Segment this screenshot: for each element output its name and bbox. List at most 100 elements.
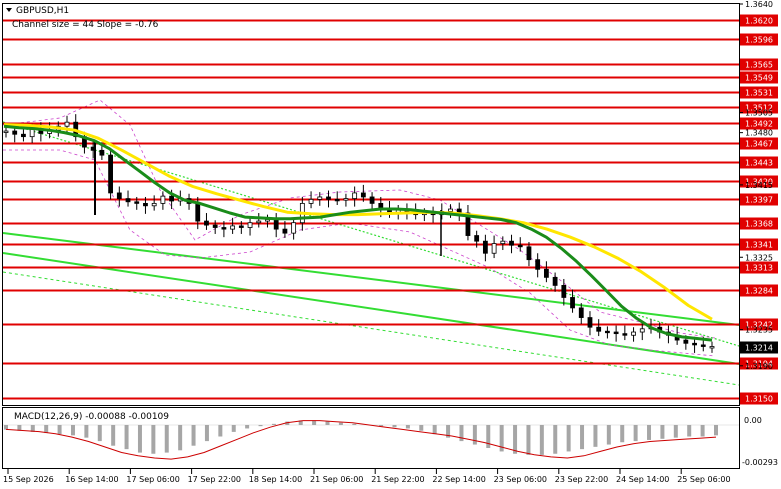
candle-body <box>116 192 122 199</box>
channel-line-0 <box>2 232 740 326</box>
symbol-label: GBPUSD,H1 <box>16 6 69 16</box>
x-tick-label: 17 Sep 22:00 <box>188 475 241 484</box>
slow-moving-average <box>3 123 713 321</box>
candle-body <box>526 246 532 261</box>
x-tick-label: 17 Sep 06:00 <box>126 475 179 484</box>
candle-body <box>169 195 175 202</box>
candle-body <box>151 202 157 207</box>
candle-body <box>448 208 453 212</box>
macd-panel <box>3 420 739 460</box>
candle-body <box>221 227 227 230</box>
level-tag-label: 1.3313 <box>745 264 773 273</box>
candle-body <box>160 195 166 204</box>
y-tick-label: 1.3505 <box>745 109 773 118</box>
macd-label: MACD(12,26,9) -0.00088 -0.00109 <box>14 412 169 422</box>
candle-body <box>108 154 113 194</box>
level-tag-label: 1.3549 <box>745 74 773 83</box>
candle-body <box>622 333 628 336</box>
x-tick-label: 18 Sep 14:00 <box>249 475 302 484</box>
level-tag-label: 1.3620 <box>745 17 773 26</box>
x-tick-label: 25 Sep 06:00 <box>677 475 730 484</box>
level-tag-label: 1.3492 <box>745 120 773 129</box>
candle-body <box>204 220 209 226</box>
candle-body <box>596 326 602 332</box>
candle-body <box>465 212 471 236</box>
candle-body <box>125 198 131 203</box>
candle-body <box>517 244 523 248</box>
level-tag <box>740 101 778 114</box>
x-tick-label: 22 Sep 14:00 <box>432 475 485 484</box>
level-lines: 1.3620 1.3596 1.3565 1.3549 1.3531 1.3512 1.34… <box>3 14 778 405</box>
macd-panel-frame <box>2 407 740 469</box>
candle-body <box>230 225 236 230</box>
level-tag-label: 1.3512 <box>745 104 773 113</box>
level-tag <box>740 71 778 84</box>
candle-body <box>543 268 549 278</box>
candle-body <box>474 235 480 242</box>
candle-body <box>360 192 366 198</box>
candle-body <box>291 222 297 234</box>
y-tick-label: 1.3415 <box>745 181 773 190</box>
y-tick-label: 1.3480 <box>745 129 773 138</box>
candle-body <box>212 224 218 228</box>
level-tag <box>740 318 778 331</box>
candle-body <box>587 317 593 328</box>
x-tick-label: 24 Sep 14:00 <box>616 475 669 484</box>
main-panel-frame <box>2 3 740 406</box>
current-price-label: 1.3214 <box>745 344 773 353</box>
candle-body <box>195 202 201 222</box>
candle-body <box>613 331 619 335</box>
candle-body <box>491 243 497 254</box>
level-tag-label: 1.3341 <box>745 241 773 250</box>
y-tick-label: 1.3235 <box>745 326 773 335</box>
candle-body <box>482 240 488 254</box>
channel-info: Channel size = 44 Slope = -0.76 <box>12 20 159 30</box>
x-tick-label: 21 Sep 22:00 <box>371 475 424 484</box>
price-axis: 1.3640 1.3505 1.3480 1.3415 1.3325 1.3235 1.31… <box>739 0 773 371</box>
x-tick-label: 21 Sep 06:00 <box>310 475 363 484</box>
envelope-lower <box>3 149 716 357</box>
y-tick-label: 1.3325 <box>745 253 773 262</box>
candle-body <box>578 307 584 318</box>
candle-body <box>334 198 340 202</box>
candle-body <box>317 196 323 200</box>
candle-body <box>552 276 558 286</box>
envelope-upper <box>2 99 716 339</box>
candle-body <box>273 219 279 230</box>
level-tag <box>740 14 778 27</box>
candle-body <box>605 330 610 334</box>
candle-body <box>343 198 349 201</box>
macd-axis-min: -0.00293 <box>742 458 778 467</box>
level-tag-label: 1.3531 <box>745 89 773 98</box>
candle-body <box>700 344 706 347</box>
macd-signal-line <box>5 420 717 460</box>
level-tag <box>740 86 778 99</box>
level-tag <box>740 117 778 130</box>
level-tag <box>740 261 778 274</box>
time-axis: 15 Sep 2026 16 Sep 14:00 17 Sep 06:00 17 Se… <box>3 469 731 484</box>
candle-body <box>500 240 506 244</box>
level-tag-label: 1.3420 <box>745 178 773 187</box>
candle-body <box>509 240 514 246</box>
moving-averages <box>3 123 713 342</box>
candle-body <box>570 297 575 309</box>
candle-body <box>352 192 358 199</box>
level-tag-label: 1.3284 <box>745 287 773 296</box>
candle-body <box>64 121 70 127</box>
envelope-bands <box>2 99 716 357</box>
level-tag <box>740 175 778 188</box>
level-tag-label: 1.3565 <box>745 61 773 70</box>
candle-body <box>535 259 541 270</box>
level-tag-label: 1.3368 <box>745 220 773 229</box>
candle-body <box>3 130 9 133</box>
candle-body <box>692 342 697 346</box>
channel-line-2 <box>2 271 740 386</box>
y-tick-label: 1.3190 <box>745 362 773 371</box>
candle-body <box>369 196 375 204</box>
macd-axis-zero: 0.00 <box>744 416 762 425</box>
level-tag-label: 1.3397 <box>745 196 773 205</box>
candle-body <box>326 196 331 200</box>
level-tag-label: 1.3242 <box>745 321 773 330</box>
dropdown-triangle-icon[interactable] <box>6 8 12 12</box>
